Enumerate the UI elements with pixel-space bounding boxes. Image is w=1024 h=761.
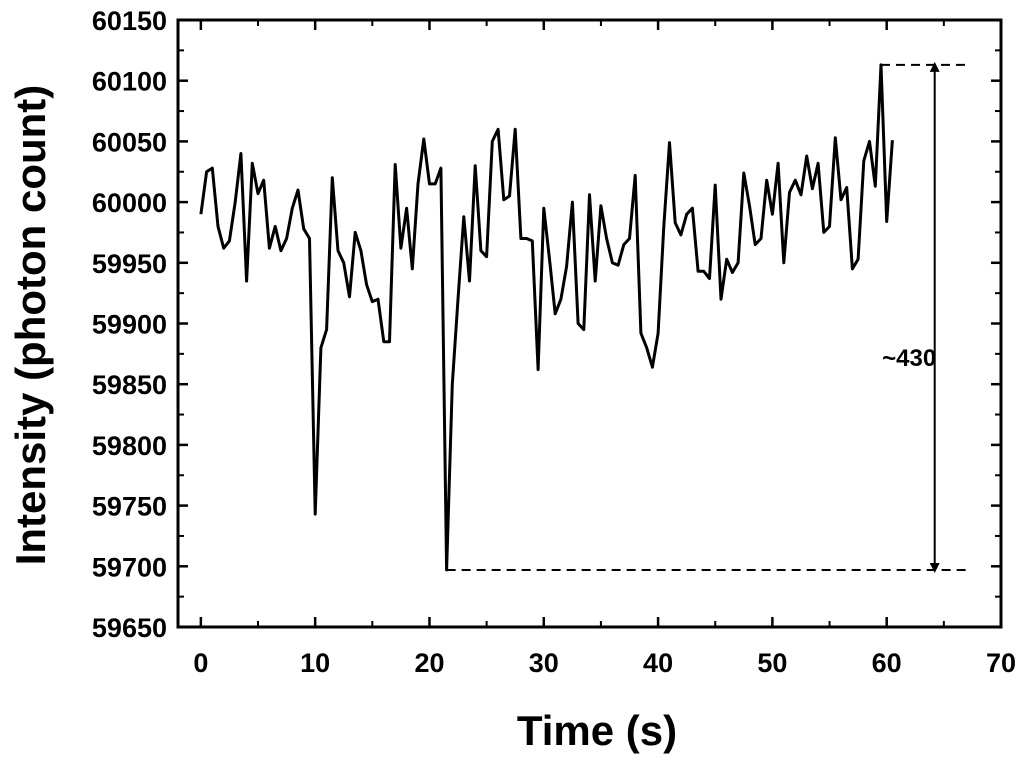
y-tick-label: 60150 xyxy=(92,6,167,36)
x-axis-title: Time (s) xyxy=(517,707,677,754)
x-tick-label: 40 xyxy=(643,648,673,678)
y-axis-title: Intensity (photon count) xyxy=(7,85,54,566)
x-tick-label: 20 xyxy=(414,648,444,678)
y-tick-label: 59750 xyxy=(92,492,167,522)
x-tick-label: 70 xyxy=(986,648,1016,678)
x-tick-label: 30 xyxy=(529,648,559,678)
y-tick-label: 59900 xyxy=(92,310,167,340)
y-tick-label: 59850 xyxy=(92,370,167,400)
y-axis-ticks: 59650 59700 59750 59800 59850 59900 59950 60000… xyxy=(92,6,1001,643)
x-axis-ticks: 0 10 20 30 40 50 60 70 xyxy=(193,20,1016,678)
annotations: ~430 xyxy=(446,61,967,573)
intensity-series-line xyxy=(199,63,894,572)
y-tick-label: 59650 xyxy=(92,613,167,643)
y-tick-label: 60100 xyxy=(92,67,167,97)
range-annotation-label: ~430 xyxy=(882,345,936,372)
x-tick-label: 60 xyxy=(872,648,902,678)
x-tick-label: 0 xyxy=(193,648,208,678)
y-tick-label: 59700 xyxy=(92,552,167,582)
x-tick-label: 50 xyxy=(757,648,787,678)
y-tick-label: 59950 xyxy=(92,249,167,279)
y-tick-label: 59800 xyxy=(92,431,167,461)
y-tick-label: 60000 xyxy=(92,188,167,218)
data-series xyxy=(199,63,894,572)
y-tick-label: 60050 xyxy=(92,127,167,157)
x-tick-label: 10 xyxy=(300,648,330,678)
